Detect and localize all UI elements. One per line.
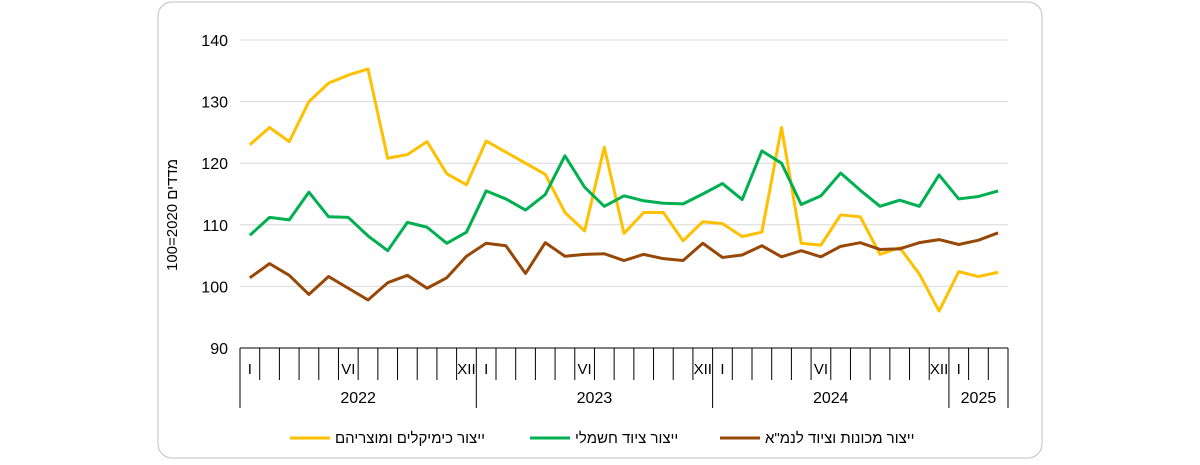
y-tick-label: 120 bbox=[201, 156, 228, 173]
y-tick-label: 100 bbox=[201, 279, 228, 296]
legend-label-1: ייצור ציוד חשמלי bbox=[575, 430, 678, 447]
legend-label-2: ייצור מכונות וציוד לנמ"א bbox=[765, 430, 915, 447]
month-label: VI bbox=[814, 361, 828, 378]
legend-label-0: ייצור כימיקלים ומוצריהם bbox=[335, 430, 485, 447]
series-line-1 bbox=[248, 149, 999, 253]
y-axis-label: מדדים 2020=100 bbox=[164, 159, 181, 271]
month-label: I bbox=[248, 361, 252, 378]
y-tick-label: 110 bbox=[202, 218, 228, 235]
year-label: 2025 bbox=[961, 390, 997, 407]
year-label: 2022 bbox=[340, 390, 376, 407]
year-label: 2024 bbox=[813, 390, 849, 407]
series-line-0 bbox=[248, 67, 999, 313]
month-label: VI bbox=[578, 361, 592, 378]
series-line-2 bbox=[248, 231, 999, 302]
y-tick-label: 90 bbox=[210, 341, 228, 358]
month-label: XII bbox=[930, 361, 948, 378]
y-tick-label: 130 bbox=[201, 95, 228, 112]
month-label: I bbox=[957, 361, 961, 378]
month-label: I bbox=[484, 361, 488, 378]
year-label: 2023 bbox=[577, 390, 613, 407]
month-label: XII bbox=[694, 361, 712, 378]
y-tick-label: 140 bbox=[201, 33, 228, 50]
month-label: I bbox=[720, 361, 724, 378]
month-label: VI bbox=[341, 361, 355, 378]
month-label: XII bbox=[457, 361, 475, 378]
